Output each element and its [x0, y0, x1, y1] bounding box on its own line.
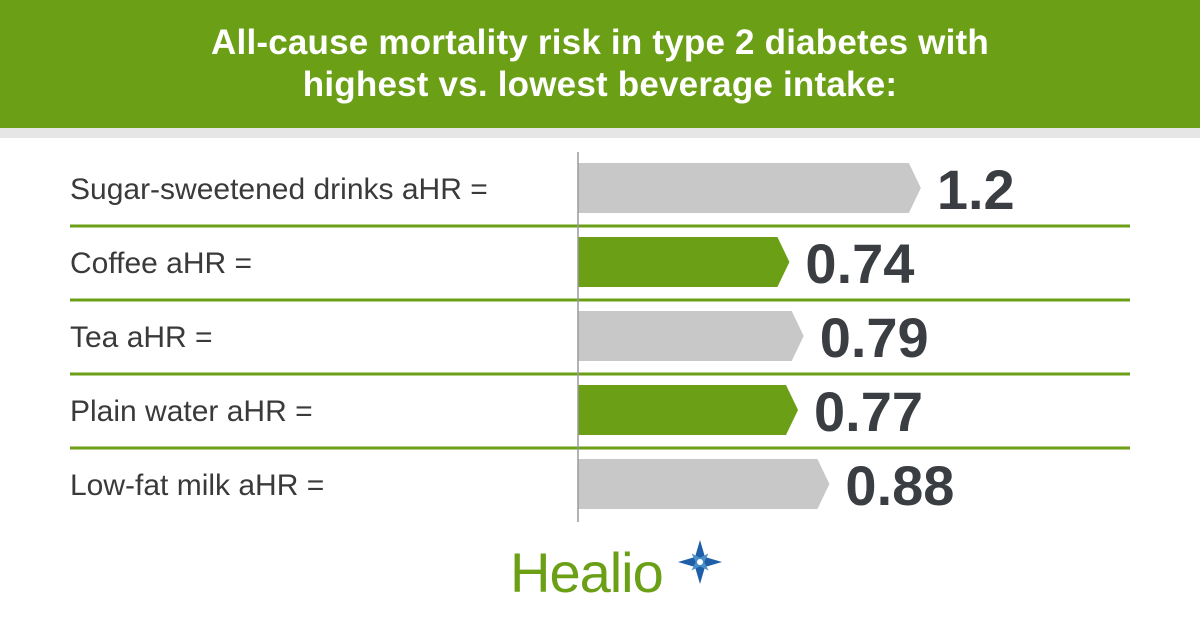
chart-title: All-cause mortality risk in type 2 diabe…	[0, 0, 1200, 128]
bar-2	[578, 311, 804, 361]
value-label-1: 0.74	[805, 232, 914, 295]
header-shadow	[0, 128, 1200, 138]
bar-1	[578, 237, 790, 287]
category-label-2: Tea aHR =	[70, 321, 213, 354]
value-label-3: 0.77	[814, 380, 923, 443]
logo-text: Healio	[510, 541, 664, 604]
value-label-2: 0.79	[820, 306, 929, 369]
chart-title-line-1: All-cause mortality risk in type 2 diabe…	[211, 23, 989, 62]
chart-title-line-2: highest vs. lowest beverage intake:	[302, 65, 898, 104]
healio-logo: Healio	[510, 540, 740, 620]
value-label-0: 1.2	[937, 158, 1015, 221]
bar-chart: Sugar-sweetened drinks aHR = 1.2 Coffee aH…	[70, 152, 1130, 522]
category-label-0: Sugar-sweetened drinks aHR =	[70, 173, 488, 206]
bar-0	[578, 163, 921, 213]
category-label-1: Coffee aHR =	[70, 247, 252, 280]
bar-3	[578, 385, 798, 435]
bar-4	[578, 459, 830, 509]
category-label-4: Low-fat milk aHR =	[70, 469, 324, 502]
value-label-4: 0.88	[845, 454, 954, 517]
category-label-3: Plain water aHR =	[70, 395, 313, 428]
star-icon	[678, 540, 722, 584]
